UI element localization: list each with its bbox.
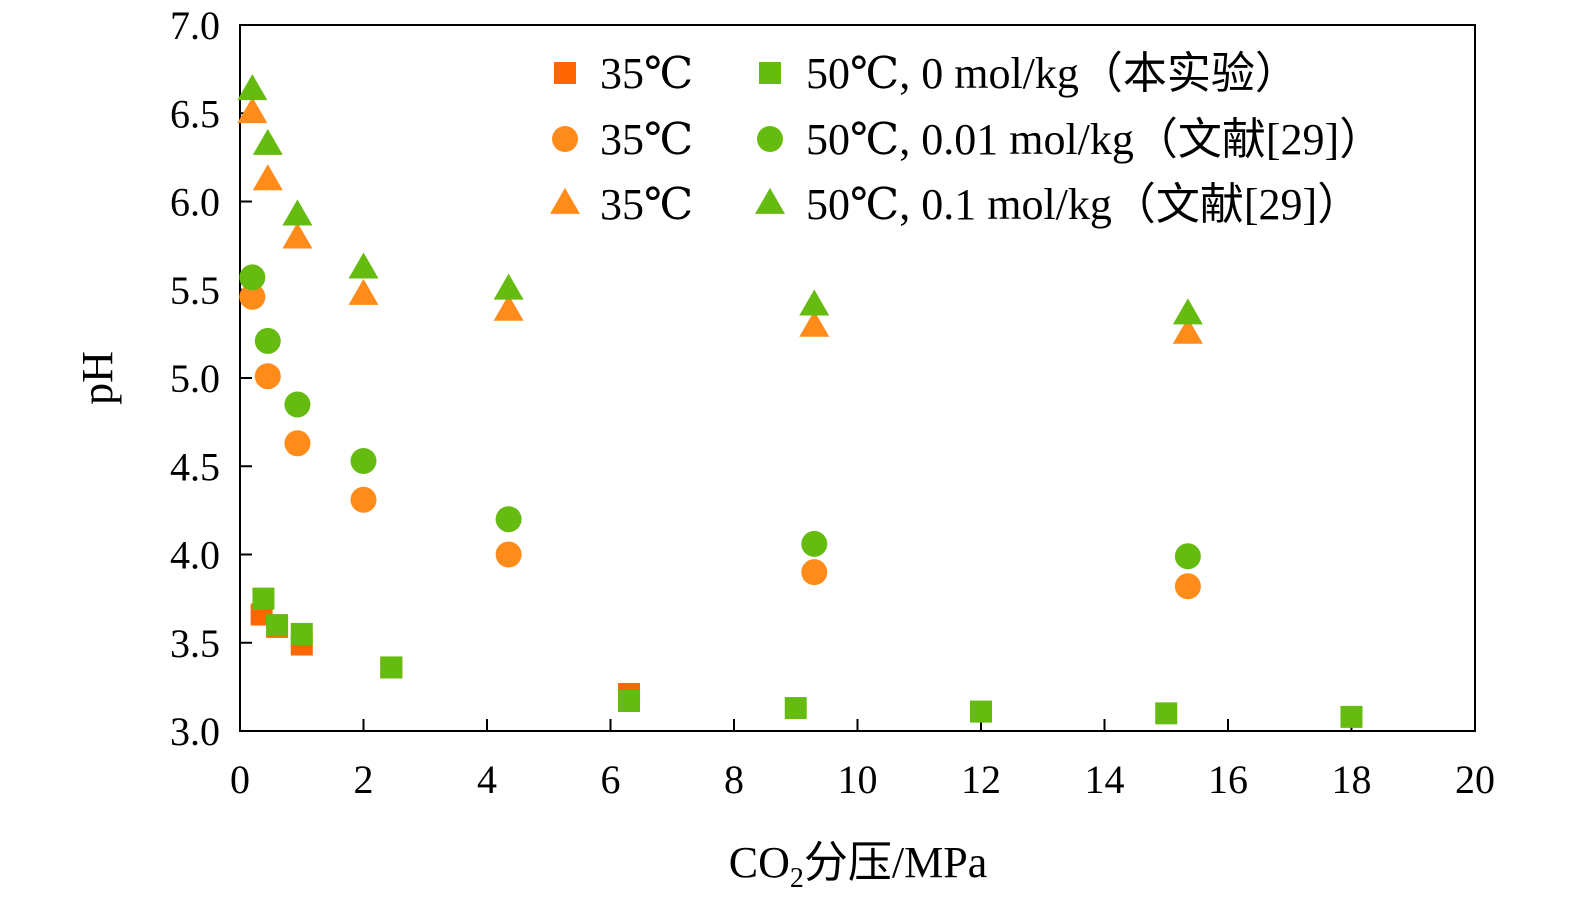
legend-marker-triangle bbox=[550, 187, 580, 214]
x-tick-label: 4 bbox=[477, 757, 497, 802]
x-tick-label: 10 bbox=[838, 757, 878, 802]
data-point-triangle bbox=[237, 74, 268, 101]
data-point-triangle bbox=[1172, 317, 1203, 344]
x-tick-label: 20 bbox=[1455, 757, 1495, 802]
x-tick-label: 18 bbox=[1332, 757, 1372, 802]
series-1 bbox=[250, 603, 641, 705]
data-point-triangle bbox=[348, 252, 379, 279]
x-tick-label: 14 bbox=[1085, 757, 1125, 802]
y-tick-label: 7.0 bbox=[170, 3, 220, 48]
legend: 35℃ 35℃ 35℃ 50℃, 0 mol/kg（本实验） 50℃, 0.01 mol… bbox=[550, 49, 1383, 229]
legend-marker-triangle bbox=[755, 187, 785, 214]
y-tick-label: 3.5 bbox=[170, 621, 220, 666]
series-3 bbox=[237, 97, 1203, 344]
legend-entry: 35℃ bbox=[554, 49, 693, 98]
data-point-triangle bbox=[493, 273, 524, 300]
data-point-circle bbox=[284, 391, 311, 418]
data-point-circle bbox=[801, 559, 828, 586]
legend-label: 35℃ bbox=[600, 180, 693, 229]
data-point-circle bbox=[239, 283, 266, 310]
data-point-circle bbox=[239, 264, 266, 291]
data-point-circle bbox=[495, 541, 522, 568]
data-point-circle bbox=[350, 486, 377, 513]
y-tick-label: 4.5 bbox=[170, 444, 220, 489]
data-point-circle bbox=[495, 506, 522, 533]
data-point-circle bbox=[1174, 543, 1201, 570]
legend-entry: 50℃, 0 mol/kg（本实验） bbox=[759, 49, 1299, 98]
data-point-triangle bbox=[348, 278, 379, 305]
data-point-triangle bbox=[252, 164, 283, 191]
y-tick-label: 3.0 bbox=[170, 709, 220, 754]
data-point-circle bbox=[801, 530, 828, 557]
x-tick-label: 8 bbox=[724, 757, 744, 802]
legend-entry: 50℃, 0.01 mol/kg（文献[29]） bbox=[757, 115, 1383, 164]
x-axis-title-subscript: 2 bbox=[790, 863, 804, 894]
data-point-circle bbox=[350, 447, 377, 474]
legend-marker-square bbox=[759, 62, 781, 84]
y-tick-label: 6.0 bbox=[170, 180, 220, 225]
legend-label: 50℃, 0.01 mol/kg（文献[29]） bbox=[806, 115, 1383, 164]
data-point-square bbox=[380, 656, 403, 679]
x-axis-title-rest: 分压/MPa bbox=[804, 838, 987, 887]
data-point-circle bbox=[1174, 573, 1201, 600]
legend-marker-circle bbox=[552, 126, 578, 152]
y-axis-title: pH bbox=[73, 351, 122, 405]
data-point-square bbox=[1340, 705, 1363, 728]
data-point-triangle bbox=[237, 97, 268, 124]
series-2 bbox=[239, 283, 1201, 600]
data-point-square bbox=[784, 697, 807, 720]
x-tick-label: 12 bbox=[961, 757, 1001, 802]
data-point-triangle bbox=[493, 294, 524, 321]
data-point-square bbox=[618, 689, 641, 712]
legend-label: 35℃ bbox=[600, 49, 693, 98]
legend-marker-circle bbox=[757, 126, 783, 152]
legend-label: 50℃, 0 mol/kg（本实验） bbox=[806, 49, 1299, 98]
data-point-triangle bbox=[799, 310, 830, 337]
y-tick-label: 6.5 bbox=[170, 91, 220, 136]
data-point-square bbox=[290, 622, 313, 645]
data-point-triangle bbox=[282, 199, 313, 226]
legend-entry: 50℃, 0.1 mol/kg（文献[29]） bbox=[755, 180, 1361, 229]
data-point-circle bbox=[254, 363, 281, 390]
legend-entry: 35℃ bbox=[552, 115, 693, 164]
series-6 bbox=[237, 74, 1203, 325]
x-tick-label: 0 bbox=[230, 757, 250, 802]
data-point-triangle bbox=[1172, 298, 1203, 325]
data-points-group bbox=[237, 74, 1363, 728]
x-tick-label: 2 bbox=[354, 757, 374, 802]
y-tick-label: 5.5 bbox=[170, 268, 220, 313]
series-4 bbox=[252, 587, 1363, 728]
x-axis-title-base: CO bbox=[729, 838, 790, 887]
legend-label: 50℃, 0.1 mol/kg（文献[29]） bbox=[806, 180, 1361, 229]
x-tick-label: 16 bbox=[1208, 757, 1248, 802]
data-point-triangle bbox=[799, 289, 830, 316]
x-tick-label: 6 bbox=[601, 757, 621, 802]
ticks-group: 0 2 4 6 8 10 12 14 16 18 20 3.0 3.5 4.0 4.5 5.0 5.5 6.0 6.… bbox=[170, 3, 1495, 802]
legend-label: 35℃ bbox=[600, 115, 693, 164]
data-point-square bbox=[1155, 702, 1178, 725]
data-point-circle bbox=[254, 327, 281, 354]
series-5 bbox=[239, 264, 1201, 570]
data-point-circle bbox=[284, 430, 311, 457]
legend-marker-square bbox=[554, 62, 576, 84]
data-point-square bbox=[252, 587, 275, 610]
y-tick-label: 4.0 bbox=[170, 533, 220, 578]
data-point-square bbox=[266, 614, 289, 637]
data-point-triangle bbox=[282, 222, 313, 249]
x-axis-title: CO2分压/MPa bbox=[729, 838, 987, 894]
data-point-square bbox=[970, 700, 992, 723]
data-point-triangle bbox=[252, 128, 283, 155]
legend-entry: 35℃ bbox=[550, 180, 693, 229]
y-tick-label: 5.0 bbox=[170, 356, 220, 401]
